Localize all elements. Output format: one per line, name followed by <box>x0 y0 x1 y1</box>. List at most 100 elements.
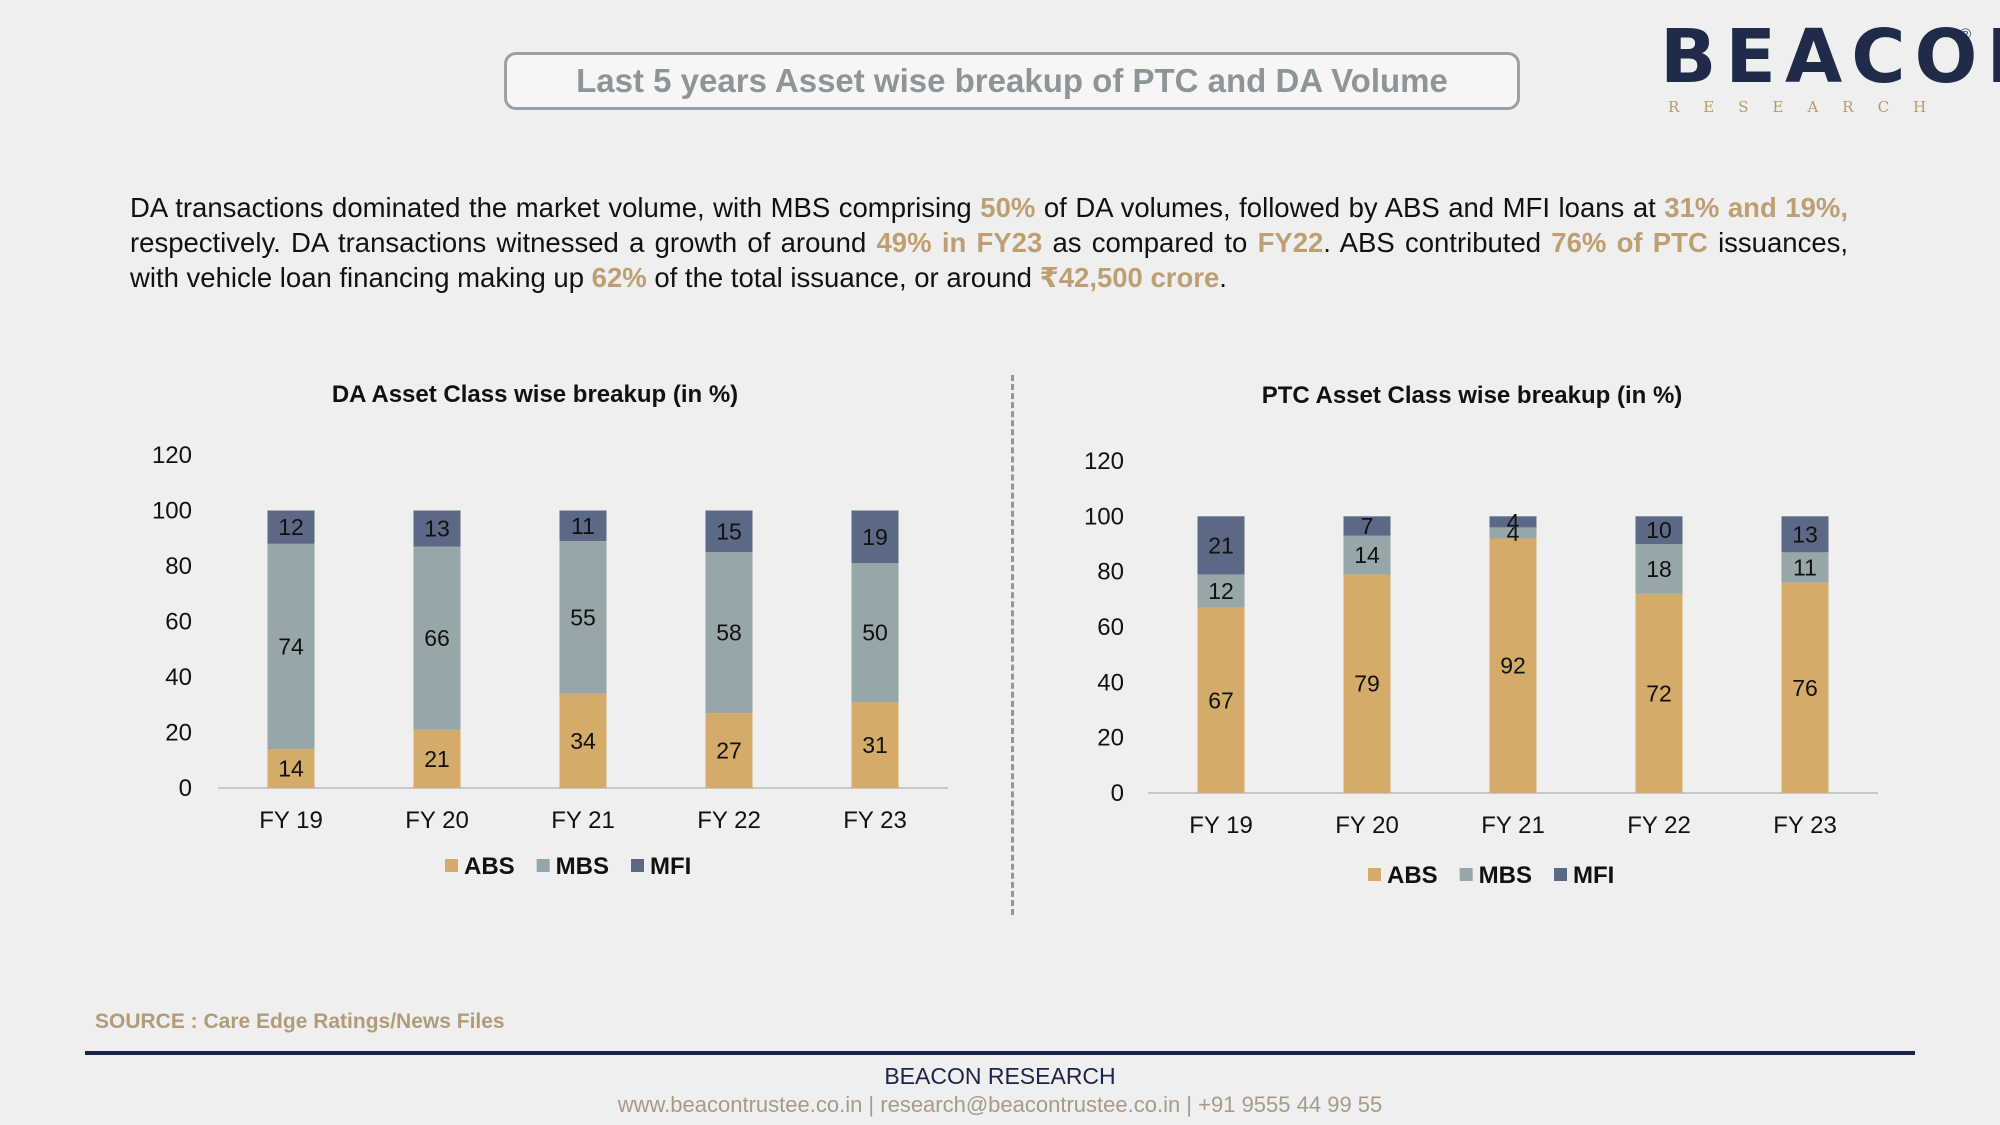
data-label: 79 <box>1354 671 1380 697</box>
bar-segment-abs <box>559 693 607 788</box>
x-tick-label: FY 23 <box>843 807 907 834</box>
legend-swatch-mfi <box>1554 868 1568 881</box>
data-label: 19 <box>862 524 888 550</box>
bar-segment-abs <box>1635 593 1683 793</box>
x-tick-label: FY 21 <box>551 807 615 834</box>
x-tick-label: FY 20 <box>1335 812 1399 839</box>
data-label: 27 <box>716 738 742 764</box>
y-tick-label: 80 <box>1097 559 1124 586</box>
summary-text: of the total issuance, or around <box>646 262 1040 293</box>
y-tick-label: 0 <box>1111 780 1124 807</box>
legend-label-abs: ABS <box>1387 862 1438 889</box>
y-tick-label: 100 <box>1084 503 1124 530</box>
bar-segment-abs <box>1197 607 1245 793</box>
legend-swatch-abs <box>445 859 458 872</box>
data-label: 12 <box>1208 578 1234 604</box>
legend-label-mbs: MBS <box>556 853 609 880</box>
footer-title: BEACON RESEARCH <box>884 1063 1116 1089</box>
summary-text: respectively. DA transactions witnessed … <box>130 227 877 258</box>
data-label: 4 <box>1507 509 1520 535</box>
bar-segment-mfi <box>1343 516 1391 536</box>
summary-text: issuances, with vehicle loan financing m… <box>130 227 1848 293</box>
chart-title: DA Asset Class wise breakup (in %) <box>332 381 738 408</box>
y-tick-label: 60 <box>1097 614 1124 641</box>
footer-rule <box>85 1051 1915 1055</box>
bar-segment-mbs <box>559 541 607 694</box>
summary-text: as compared to <box>1042 227 1258 258</box>
summary-text: . <box>1219 262 1227 293</box>
data-label: 11 <box>1793 555 1817 581</box>
y-tick-label: 40 <box>1097 669 1124 696</box>
data-label: 21 <box>424 746 450 772</box>
bar-segment-mfi <box>1635 516 1683 544</box>
data-label: 13 <box>424 516 450 542</box>
summary-highlight: ₹42,500 crore <box>1039 262 1220 293</box>
legend-label-mbs: MBS <box>1479 862 1532 889</box>
bar-segment-mfi <box>1489 516 1537 528</box>
y-tick-label: 100 <box>152 498 192 525</box>
legend-label-abs: ABS <box>464 853 515 880</box>
x-tick-label: FY 19 <box>259 807 323 834</box>
legend-swatch-mbs <box>1459 868 1473 881</box>
data-label: 13 <box>1792 521 1818 547</box>
bar-segment-mfi <box>559 510 607 542</box>
data-label: 18 <box>1646 556 1672 582</box>
bar-segment-mbs <box>1781 552 1829 583</box>
bar-segment-mbs <box>851 563 899 702</box>
data-label: 55 <box>570 604 596 630</box>
data-label: 74 <box>278 633 304 659</box>
bar-segment-mfi <box>1197 516 1245 575</box>
x-tick-label: FY 20 <box>405 807 469 834</box>
logo-subtitle: RESEARCH <box>1668 98 1951 116</box>
y-tick-label: 0 <box>179 775 192 802</box>
y-tick-label: 60 <box>165 609 192 636</box>
page-title: Last 5 years Asset wise breakup of PTC a… <box>504 52 1520 110</box>
footer-contact: www.beacontrustee.co.in | research@beaco… <box>617 1092 1383 1117</box>
source-note: SOURCE : Care Edge Ratings/News Files <box>95 1010 505 1033</box>
da-asset-class-chart: DA Asset Class wise breakup (in %) 0 20 40 6… <box>152 381 948 880</box>
summary-highlight: 49% in FY23 <box>876 227 1043 258</box>
bar-segment-mfi <box>267 510 315 544</box>
chart-divider <box>1011 375 1014 915</box>
legend-label-mfi: MFI <box>650 853 691 880</box>
x-tick-label: FY 22 <box>697 807 761 834</box>
bar-segment-abs <box>1343 574 1391 793</box>
data-label: 31 <box>862 732 888 758</box>
y-tick-label: 40 <box>165 664 192 691</box>
summary-highlight: 31% and 19%, <box>1664 192 1848 223</box>
bar-segment-mbs <box>1343 535 1391 575</box>
bar-segment-mbs <box>705 552 753 714</box>
legend-swatch-abs <box>1368 868 1381 881</box>
x-tick-label: FY 23 <box>1773 812 1837 839</box>
data-label: 50 <box>862 620 888 646</box>
ptc-asset-class-chart: PTC Asset Class wise breakup (in %) 0 20 40… <box>1084 382 1878 889</box>
y-tick-label: 20 <box>1097 725 1124 752</box>
chart-title: PTC Asset Class wise breakup (in %) <box>1262 382 1683 409</box>
data-label: 11 <box>571 513 595 539</box>
summary-highlight: 76% of PTC <box>1551 227 1708 258</box>
summary-highlight: 62% <box>591 262 647 293</box>
bar-segment-mbs <box>413 546 461 730</box>
legend-swatch-mfi <box>631 859 645 872</box>
bar-segment-mbs <box>267 543 315 750</box>
bar-segment-abs <box>1489 538 1537 793</box>
bar-segment-abs <box>1781 582 1829 793</box>
bar-segment-mfi <box>851 510 899 564</box>
bar-segment-abs <box>267 749 315 788</box>
bar-segment-mfi <box>705 510 753 553</box>
summary-paragraph: DA transactions dominated the market vol… <box>130 190 1848 295</box>
bar-segment-abs <box>705 713 753 788</box>
summary-highlight: FY22 <box>1257 227 1324 258</box>
x-tick-label: FY 22 <box>1627 812 1691 839</box>
legend-swatch-mbs <box>536 859 550 872</box>
bar-segment-mbs <box>1635 544 1683 594</box>
data-label: 92 <box>1500 653 1526 679</box>
data-label: 15 <box>716 518 742 544</box>
bar-segment-mfi <box>1781 516 1829 553</box>
data-label: 10 <box>1646 517 1672 543</box>
bar-segment-abs <box>413 729 461 788</box>
bar-segment-mbs <box>1489 527 1537 539</box>
legend-label-mfi: MFI <box>1573 862 1614 889</box>
beacon-logo: BEACON ® RESEARCH <box>1660 10 2000 116</box>
data-label: 67 <box>1208 687 1234 713</box>
